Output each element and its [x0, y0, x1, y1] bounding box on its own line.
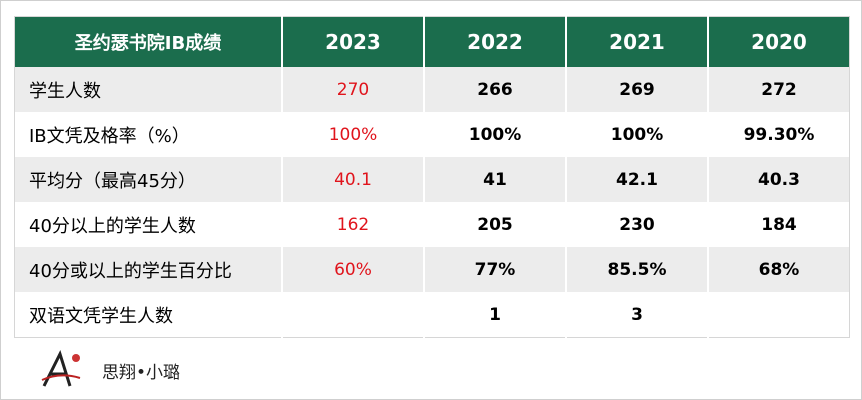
cell: 99.30%	[707, 112, 850, 157]
cell: 85.5%	[565, 247, 708, 292]
cell: 42.1	[565, 157, 708, 202]
cell: 3	[565, 292, 708, 338]
cell: 266	[423, 67, 566, 112]
year-header: 2020	[707, 16, 850, 67]
year-header: 2023	[281, 16, 424, 67]
cell: 205	[423, 202, 566, 247]
footer: 思翔•小璐	[40, 350, 180, 390]
cell: 60%	[281, 247, 424, 292]
results-table: 圣约瑟书院IB成绩 2023 2022 2021 2020 学生人数 270 266 269…	[14, 16, 850, 338]
table-row: 平均分（最高45分） 40.1 41 42.1 40.3	[14, 157, 850, 202]
brand: 思翔•小璐	[102, 362, 181, 383]
row-label: 平均分（最高45分）	[14, 157, 282, 202]
row-label: IB文凭及格率（%）	[29, 125, 190, 147]
cell	[281, 292, 424, 338]
cell: 77%	[423, 247, 566, 292]
year-header: 2022	[423, 16, 566, 67]
logo	[41, 350, 81, 387]
cell: 1	[423, 292, 566, 338]
row-label: 学生人数	[14, 67, 282, 112]
table-row: 40分或以上的学生百分比 60% 77% 85.5% 68%	[14, 247, 850, 292]
row-label: 40分以上的学生人数	[29, 215, 196, 237]
table-row: IB文凭及格率（%） 100% 100% 100% 99.30%	[15, 112, 850, 157]
cell: 68%	[707, 247, 850, 292]
header-row: 圣约瑟书院IB成绩 2023 2022 2021 2020	[14, 16, 850, 67]
cell: 270	[281, 67, 424, 112]
cell: 40.1	[281, 157, 424, 202]
cell: 100%	[565, 112, 708, 157]
year-header: 2021	[565, 16, 708, 67]
cell: 41	[423, 157, 566, 202]
row-label: 40分或以上的学生百分比	[14, 247, 282, 292]
cell: 100%	[423, 112, 566, 157]
table-row: 双语文凭学生人数 1 3	[15, 292, 850, 338]
row-label: 双语文凭学生人数	[29, 305, 173, 327]
table-row: 40分以上的学生人数 162 205 230 184	[15, 202, 850, 247]
cell: 272	[707, 67, 850, 112]
table-title: 圣约瑟书院IB成绩	[14, 16, 282, 67]
cell	[707, 292, 850, 338]
table-row: 学生人数 270 266 269 272	[14, 67, 850, 112]
cell: 162	[281, 202, 424, 247]
cell: 230	[565, 202, 708, 247]
table-body: 学生人数 270 266 269 272 IB文凭及格率（%） 100% 100% 100% 99…	[14, 67, 850, 338]
cell: 100%	[281, 112, 424, 157]
cell: 269	[565, 67, 708, 112]
cell: 40.3	[707, 157, 850, 202]
cell: 184	[707, 202, 850, 247]
